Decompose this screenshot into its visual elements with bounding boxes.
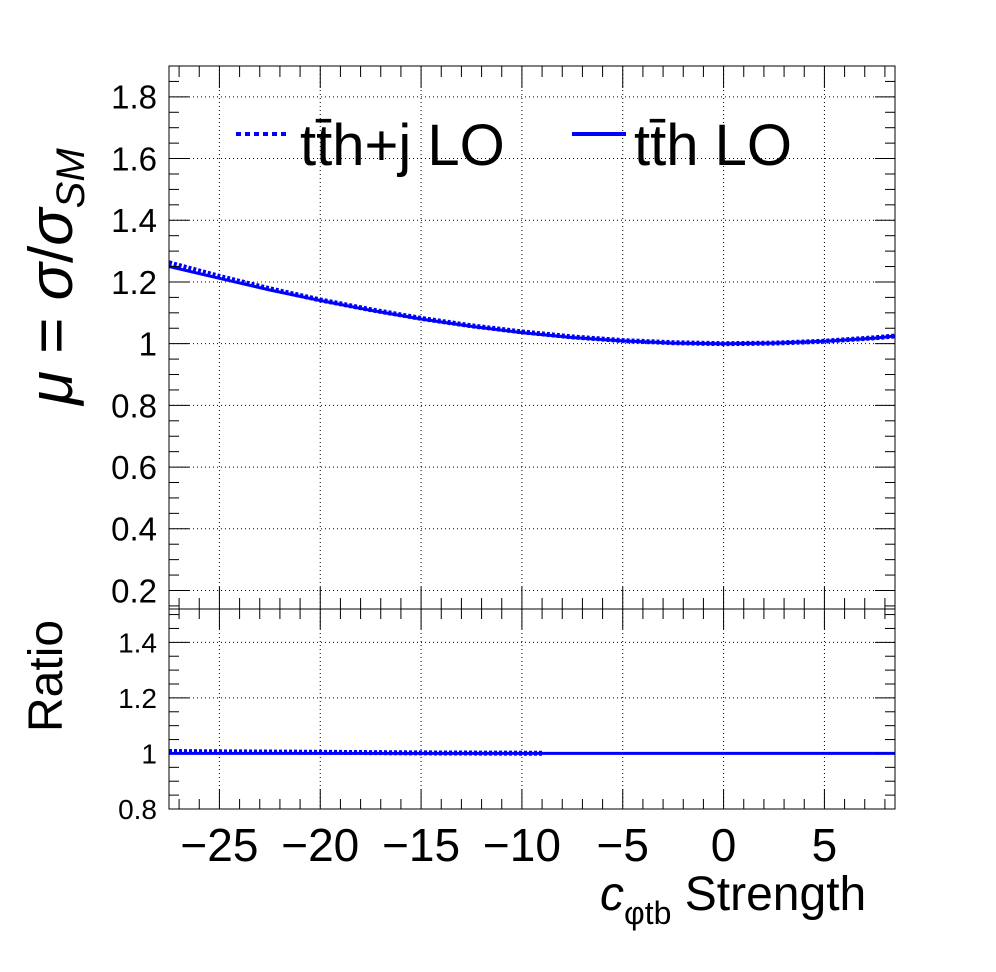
main-series-tth-lo (168, 265, 896, 346)
ratio-ytick-label-2: 1.2 (118, 683, 157, 714)
legend: tt̄h+j LO tt̄h LO (236, 113, 792, 178)
x-axis-title: cφtb Strength (600, 868, 866, 931)
xtick-label-2: −15 (382, 819, 460, 871)
legend-label-tth-j: tt̄h+j LO (300, 113, 505, 178)
xtick-label-4: −5 (597, 819, 649, 871)
ratio-ytick-label-1: 1 (141, 739, 157, 770)
ratio-plot-panel: 0.8 1 1.2 1.4 −25 −20 −15 −10 −5 0 5 (118, 608, 896, 871)
x-title-subscript: φtb (624, 895, 671, 931)
ratio-axis-ticks: 0.8 1 1.2 1.4 −25 −20 −15 −10 −5 0 5 (118, 609, 895, 871)
main-plot-panel: 0.2 0.4 0.6 0.8 1 1.2 1.4 1.6 1.8 (111, 65, 896, 610)
xtick-label-6: 5 (812, 819, 838, 871)
main-ytick-label-7: 1.6 (111, 140, 157, 177)
xtick-label-5: 0 (711, 819, 737, 871)
ratio-ytick-label-3: 1.4 (118, 627, 157, 658)
main-ytick-label-8: 1.8 (111, 79, 157, 116)
xtick-label-3: −10 (483, 819, 561, 871)
xtick-label-1: −20 (281, 819, 359, 871)
main-ytick-label-2: 0.6 (111, 449, 157, 486)
ratio-y-axis-title: Ratio (20, 620, 73, 732)
main-ytick-label-4: 1 (139, 326, 157, 363)
y-title-subscript: SM (49, 148, 93, 209)
xtick-label-0: −25 (180, 819, 258, 871)
legend-label-tth: tt̄h LO (634, 113, 792, 178)
main-ytick-label-1: 0.4 (111, 511, 157, 548)
main-ytick-label-0: 0.2 (111, 572, 157, 609)
main-y-axis-title: μ = σ/σSM (17, 148, 93, 407)
y-title-sigma: σ (17, 260, 86, 300)
main-ytick-label-5: 1.2 (111, 264, 157, 301)
ratio-frame (168, 608, 896, 810)
main-ytick-label-6: 1.4 (111, 202, 157, 239)
y-title-equals: = (17, 300, 86, 371)
ratio-ytick-label-0: 0.8 (118, 794, 157, 825)
y-title-slash: / (17, 245, 86, 263)
y-title-sigma-denominator: σ (17, 206, 86, 246)
ratio-series-group (168, 749, 896, 756)
x-title-rest: Strength (671, 868, 866, 921)
x-title-c: c (600, 868, 624, 921)
main-ytick-label-3: 0.8 (111, 387, 157, 424)
main-axis-ticks: 0.2 0.4 0.6 0.8 1 1.2 1.4 1.6 1.8 (111, 65, 895, 609)
y-title-mu: μ (17, 371, 86, 407)
